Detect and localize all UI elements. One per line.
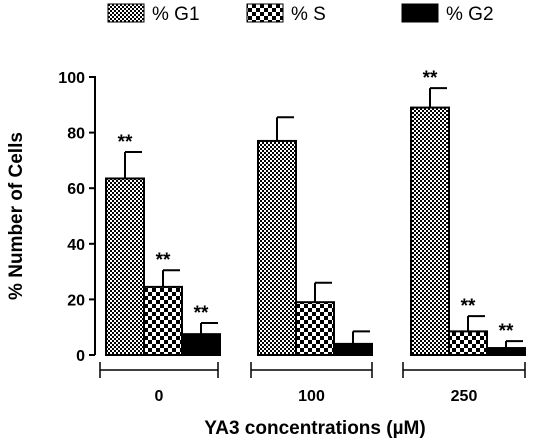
y-axis-title: % Number of Cells bbox=[6, 132, 27, 300]
x-category-label-250: 250 bbox=[451, 388, 478, 405]
legend-label-g1: % G1 bbox=[152, 4, 200, 25]
significance-s-250: ** bbox=[461, 296, 476, 317]
bar-g1-100 bbox=[257, 139, 297, 356]
legend-swatch-g1 bbox=[107, 3, 145, 23]
bar-g2-0 bbox=[181, 333, 221, 356]
y-tick-label-0: 0 bbox=[76, 348, 85, 365]
legend-swatch-s bbox=[246, 3, 284, 23]
bar-s-0 bbox=[143, 285, 183, 357]
bar-g2-250 bbox=[486, 347, 526, 356]
bars bbox=[105, 87, 526, 357]
y-tick-label-60: 60 bbox=[67, 181, 85, 198]
bar-g1-0 bbox=[105, 177, 145, 356]
bar-g1-250 bbox=[410, 106, 450, 356]
significance-s-0: ** bbox=[156, 250, 171, 271]
significance-g2-0: ** bbox=[194, 303, 209, 324]
axes: 0 20 40 60 80 100 0 100 250 bbox=[58, 70, 526, 405]
y-tick-label-100: 100 bbox=[58, 70, 85, 87]
labels: % Number of Cells ** ** ** ** ** ** YA3 concent… bbox=[6, 68, 514, 439]
x-category-label-100: 100 bbox=[298, 388, 325, 405]
significance-g2-250: ** bbox=[499, 321, 514, 342]
bar-s-100 bbox=[295, 301, 335, 356]
legend: % G1 % S % G2 bbox=[107, 3, 494, 25]
x-axis-title: YA3 concentrations (µM) bbox=[204, 418, 425, 439]
bar-s-250 bbox=[448, 330, 488, 356]
y-tick-label-40: 40 bbox=[67, 237, 85, 254]
y-tick-label-80: 80 bbox=[67, 126, 85, 143]
bar-g2-100 bbox=[333, 342, 373, 357]
x-category-label-0: 0 bbox=[155, 388, 164, 405]
significance-g1-0: ** bbox=[118, 132, 133, 153]
legend-label-s: % S bbox=[291, 4, 326, 25]
y-tick-label-20: 20 bbox=[67, 292, 85, 309]
significance-g1-250: ** bbox=[423, 68, 438, 89]
legend-swatch-g2 bbox=[401, 3, 439, 23]
legend-label-g2: % G2 bbox=[446, 4, 494, 25]
